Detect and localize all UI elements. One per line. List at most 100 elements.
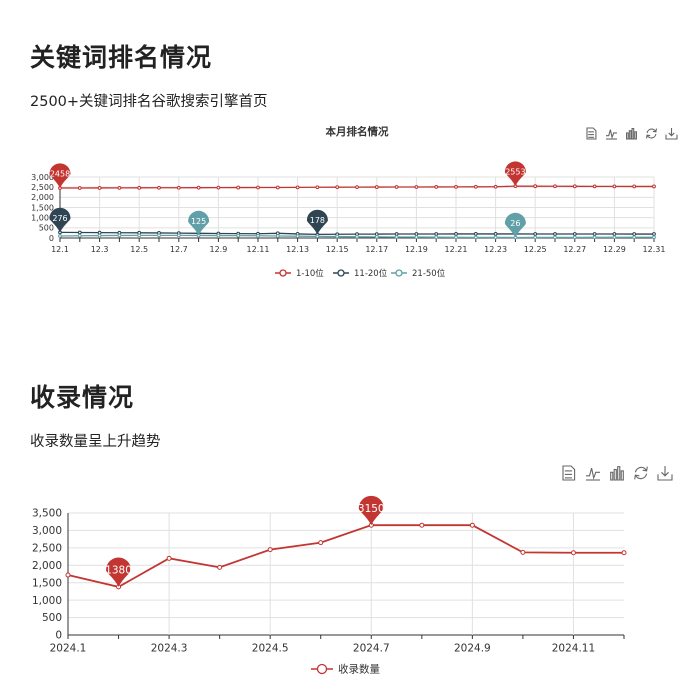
y-tick-label: 1,500 [32, 577, 62, 589]
data-point [216, 233, 221, 238]
legend-label: 收录数量 [338, 663, 380, 676]
data-point [394, 185, 399, 189]
x-tick-label: 12.13 [286, 245, 309, 254]
y-tick-label: 1,500 [31, 203, 54, 212]
data-point [533, 235, 538, 240]
marker-pin-label: 276 [52, 214, 67, 223]
marker-pin-shape [49, 163, 71, 189]
y-tick-label: 2,000 [31, 193, 54, 202]
data-point [493, 232, 498, 236]
legend-symbol [395, 269, 403, 277]
marker-pin-shape [49, 207, 71, 233]
data-point [77, 186, 82, 190]
save-image-icon[interactable] [657, 466, 673, 481]
data-point [374, 185, 379, 189]
marker-pin-label: 178 [310, 216, 325, 225]
x-tick-label: 12.29 [603, 245, 626, 254]
data-point [137, 185, 142, 190]
data-point [493, 235, 498, 240]
bar-switch-icon[interactable] [626, 128, 638, 140]
data-point [612, 184, 617, 189]
data-point [117, 233, 122, 238]
data-point [652, 184, 656, 189]
legend-item[interactable]: 1-10位 [275, 268, 324, 279]
data-point [315, 234, 320, 239]
marker-pin: 3150 [358, 495, 385, 526]
save-image-icon[interactable] [665, 128, 678, 140]
restore-icon[interactable] [646, 128, 657, 139]
data-point [572, 235, 577, 240]
data-point [414, 235, 419, 239]
marker-pin-shape [504, 161, 526, 187]
legend-symbol [337, 269, 345, 277]
marker-pin-shape [106, 557, 132, 587]
data-point [77, 230, 82, 235]
legend-item[interactable]: 21-50位 [391, 268, 446, 279]
x-tick-label: 12.31 [643, 245, 666, 254]
marker-pin: 2553 [504, 161, 526, 187]
series-line [67, 524, 624, 588]
legend-label: 21-50位 [412, 268, 446, 279]
x-tick-label: 12.11 [247, 245, 270, 254]
data-point [176, 233, 181, 238]
data-point [533, 232, 538, 236]
data-point [434, 235, 439, 240]
legend-item[interactable]: 收录数量 [311, 663, 380, 676]
data-point [632, 235, 637, 240]
data-point [553, 235, 557, 240]
marker-pin: 276 [49, 207, 71, 233]
y-tick-label: 3,500 [32, 508, 62, 520]
line-switch-icon[interactable] [586, 467, 600, 481]
data-point [236, 233, 241, 238]
data-point [318, 540, 324, 546]
data-point [553, 232, 557, 236]
data-point [157, 233, 161, 238]
marker-pin-label: 2553 [505, 168, 525, 177]
marker-pin: 2458 [49, 163, 71, 189]
x-tick-label: 2024.3 [151, 643, 188, 655]
data-point [166, 555, 172, 561]
data-point [592, 232, 597, 236]
y-tick-label: 500 [42, 612, 62, 624]
data-view-icon[interactable] [586, 127, 597, 140]
line-switch-icon[interactable] [606, 129, 617, 140]
legend-label: 11-20位 [354, 268, 388, 279]
x-tick-label: 12.9 [209, 245, 227, 254]
y-tick-label: 2,000 [32, 560, 62, 572]
restore-icon[interactable] [634, 466, 648, 480]
data-point [572, 232, 577, 236]
data-point [65, 572, 71, 578]
data-point [295, 185, 300, 190]
data-view-icon[interactable] [562, 465, 576, 481]
data-point [256, 233, 260, 238]
section2-heading: 收录情况 [30, 383, 135, 412]
data-point [520, 549, 526, 555]
data-point [295, 234, 300, 239]
data-point [196, 185, 201, 190]
data-point [137, 233, 142, 238]
data-point [315, 185, 320, 190]
x-tick-label: 12.17 [365, 245, 388, 254]
y-tick-label: 500 [39, 224, 54, 233]
legend-item[interactable]: 11-20位 [333, 268, 388, 279]
data-point [473, 232, 478, 236]
data-point [434, 232, 439, 236]
data-point [652, 232, 656, 236]
x-tick-label: 12.5 [130, 245, 148, 254]
data-point [355, 234, 359, 239]
data-point [454, 232, 458, 236]
x-tick-label: 12.27 [563, 245, 586, 254]
section1-subtitle: 2500+关键词排名谷歌搜索引擎首页 [30, 94, 268, 110]
y-tick-label: 3,000 [32, 525, 62, 537]
data-point [275, 234, 280, 238]
data-point [592, 235, 597, 240]
bar-switch-icon[interactable] [610, 466, 624, 481]
data-point [533, 184, 538, 189]
data-point [632, 184, 637, 189]
data-point [58, 234, 62, 238]
x-tick-label: 2024.11 [552, 643, 595, 655]
y-tick-label: 2,500 [31, 183, 54, 192]
data-point [553, 184, 557, 189]
section2-subtitle: 收录数量呈上升趋势 [30, 434, 161, 450]
